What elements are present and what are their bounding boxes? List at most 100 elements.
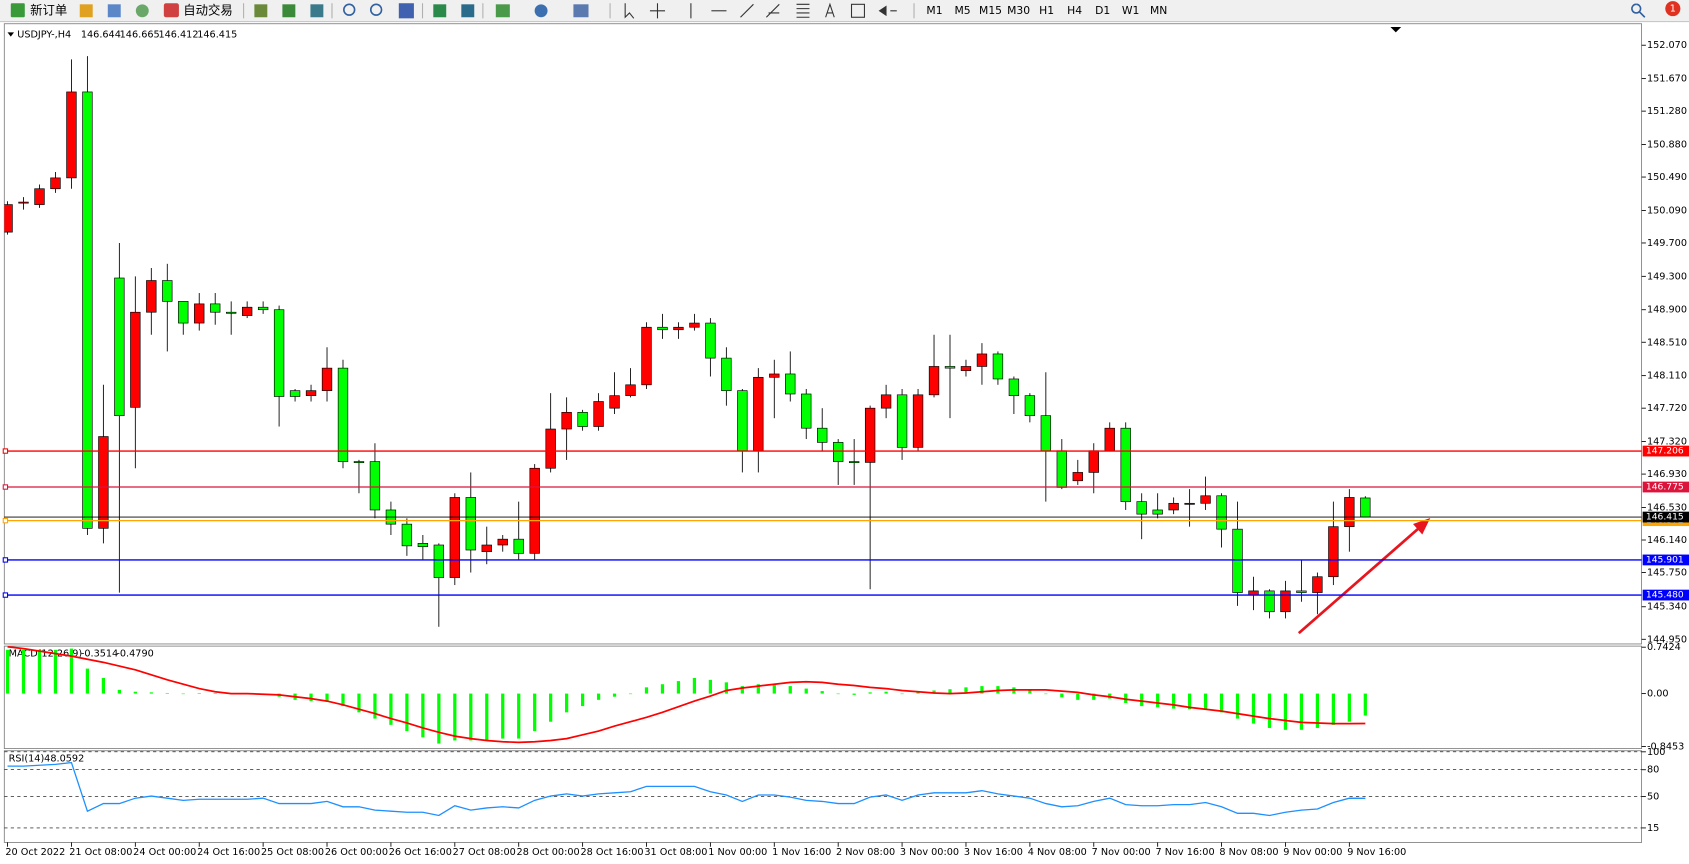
candle-body [912,394,924,448]
icon[interactable] [850,3,865,18]
timeframe-button[interactable]: H1 [1039,4,1054,17]
icon[interactable] [624,3,635,19]
timeframe-button[interactable]: H4 [1067,4,1082,17]
macd-bar [964,687,968,694]
timeframe-button[interactable]: MN [1150,4,1167,17]
line-anchor [2,557,9,563]
macd-bar [1124,693,1128,703]
icon[interactable] [107,4,121,18]
macd-bar [181,693,185,695]
candle-body [976,353,988,367]
macd-bar [1203,693,1208,710]
candle-body [257,306,269,311]
button-label: 新订单 [30,2,67,17]
x-tick-label: 7 Nov 00:00 [1092,847,1151,858]
candle-body [705,322,716,359]
icon[interactable] [534,4,548,18]
candle-body [1328,526,1339,578]
macd-bar [676,681,681,694]
macd-bar [69,648,74,694]
x-tick-label: 28 Oct 00:00 [517,847,580,858]
icon[interactable] [495,4,510,18]
macd-title: MACD(12,26,9) [9,649,83,660]
x-tick-label: 28 Oct 16:00 [580,847,643,858]
icon[interactable] [765,3,780,18]
candle-body [1024,395,1036,417]
candle-body [609,395,620,409]
macd-bar [549,693,553,722]
icon[interactable] [369,3,383,16]
notifications[interactable]: 1 [1665,1,1681,17]
macd-bar [517,693,521,739]
new-order-button[interactable]: 新订单 [10,2,68,17]
x-tick-label: 1 Nov 16:00 [772,847,831,858]
icon[interactable] [343,3,356,16]
timeframe-button[interactable]: D1 [1095,4,1110,17]
x-tick-label: 25 Oct 08:00 [261,847,324,858]
macd-bar [1251,693,1256,724]
icon[interactable] [573,4,589,18]
timeframe-button[interactable]: M30 [1007,4,1030,17]
candle-body [673,326,684,331]
macd-bar [165,692,169,694]
price-tag [1642,511,1689,523]
candle-body [769,373,780,378]
chart-background [4,23,1689,864]
macd-bar [85,668,90,694]
icon[interactable] [79,4,93,18]
search-icon[interactable] [1631,3,1646,18]
timeframe-button[interactable]: M1 [926,4,942,17]
y-tick-label: 148.110 [1647,371,1687,382]
timeframe-button[interactable]: M15 [979,4,1002,17]
y-tick-label: 145.750 [1647,568,1687,579]
price-tag-label: 145.480 [1646,590,1684,601]
candle-body [1056,450,1067,488]
icon[interactable] [310,4,324,18]
y-tick-label: 152.070 [1647,40,1687,51]
icon[interactable] [649,3,666,19]
macd-bar [612,693,617,697]
icon[interactable] [433,4,447,18]
trend-arrow[interactable] [1297,518,1431,635]
candle-body [785,373,796,395]
y-tick-label: 146.930 [1647,469,1687,480]
icon[interactable] [878,5,897,17]
auto-trading-button[interactable]: 自动交易 [163,2,233,17]
candle-body [114,277,125,417]
macd-bar [644,687,649,694]
macd-bar [101,677,106,694]
icon[interactable] [461,4,475,18]
icon[interactable] [796,3,810,18]
macd-bar [357,693,361,713]
macd-bar [596,693,601,700]
macd-bar [405,693,409,732]
icon[interactable] [398,3,414,19]
icon[interactable] [254,4,268,18]
candle-body [66,91,77,179]
candle-body [960,366,972,371]
macd-bar [884,691,888,694]
macd-bar [437,693,441,744]
x-tick-label: 27 Oct 08:00 [453,847,516,858]
candle-body [896,394,908,448]
icon[interactable] [825,2,835,18]
macd-bar [1315,693,1320,728]
candle-body [1312,576,1323,593]
timeframe-button[interactable]: M5 [954,4,970,17]
y-tick-label: 15 [1647,823,1659,834]
price-tag [1642,445,1689,457]
y-tick-label: 147.320 [1647,437,1687,448]
x-tick-label: 8 Nov 08:00 [1219,847,1278,858]
macd-bar [692,677,697,694]
icon[interactable] [740,3,754,18]
candle-body [98,436,109,529]
x-tick-label: 21 Oct 08:00 [69,847,132,858]
macd-bar [1363,693,1367,716]
icon[interactable] [135,4,149,18]
timeframe-button[interactable]: W1 [1122,4,1139,17]
chart-shift-marker[interactable] [1390,26,1402,33]
icon[interactable] [282,4,296,18]
candle-body [992,353,1004,380]
y-tick-label: 150.880 [1647,140,1687,151]
x-tick-label: 4 Nov 08:00 [1028,847,1087,858]
